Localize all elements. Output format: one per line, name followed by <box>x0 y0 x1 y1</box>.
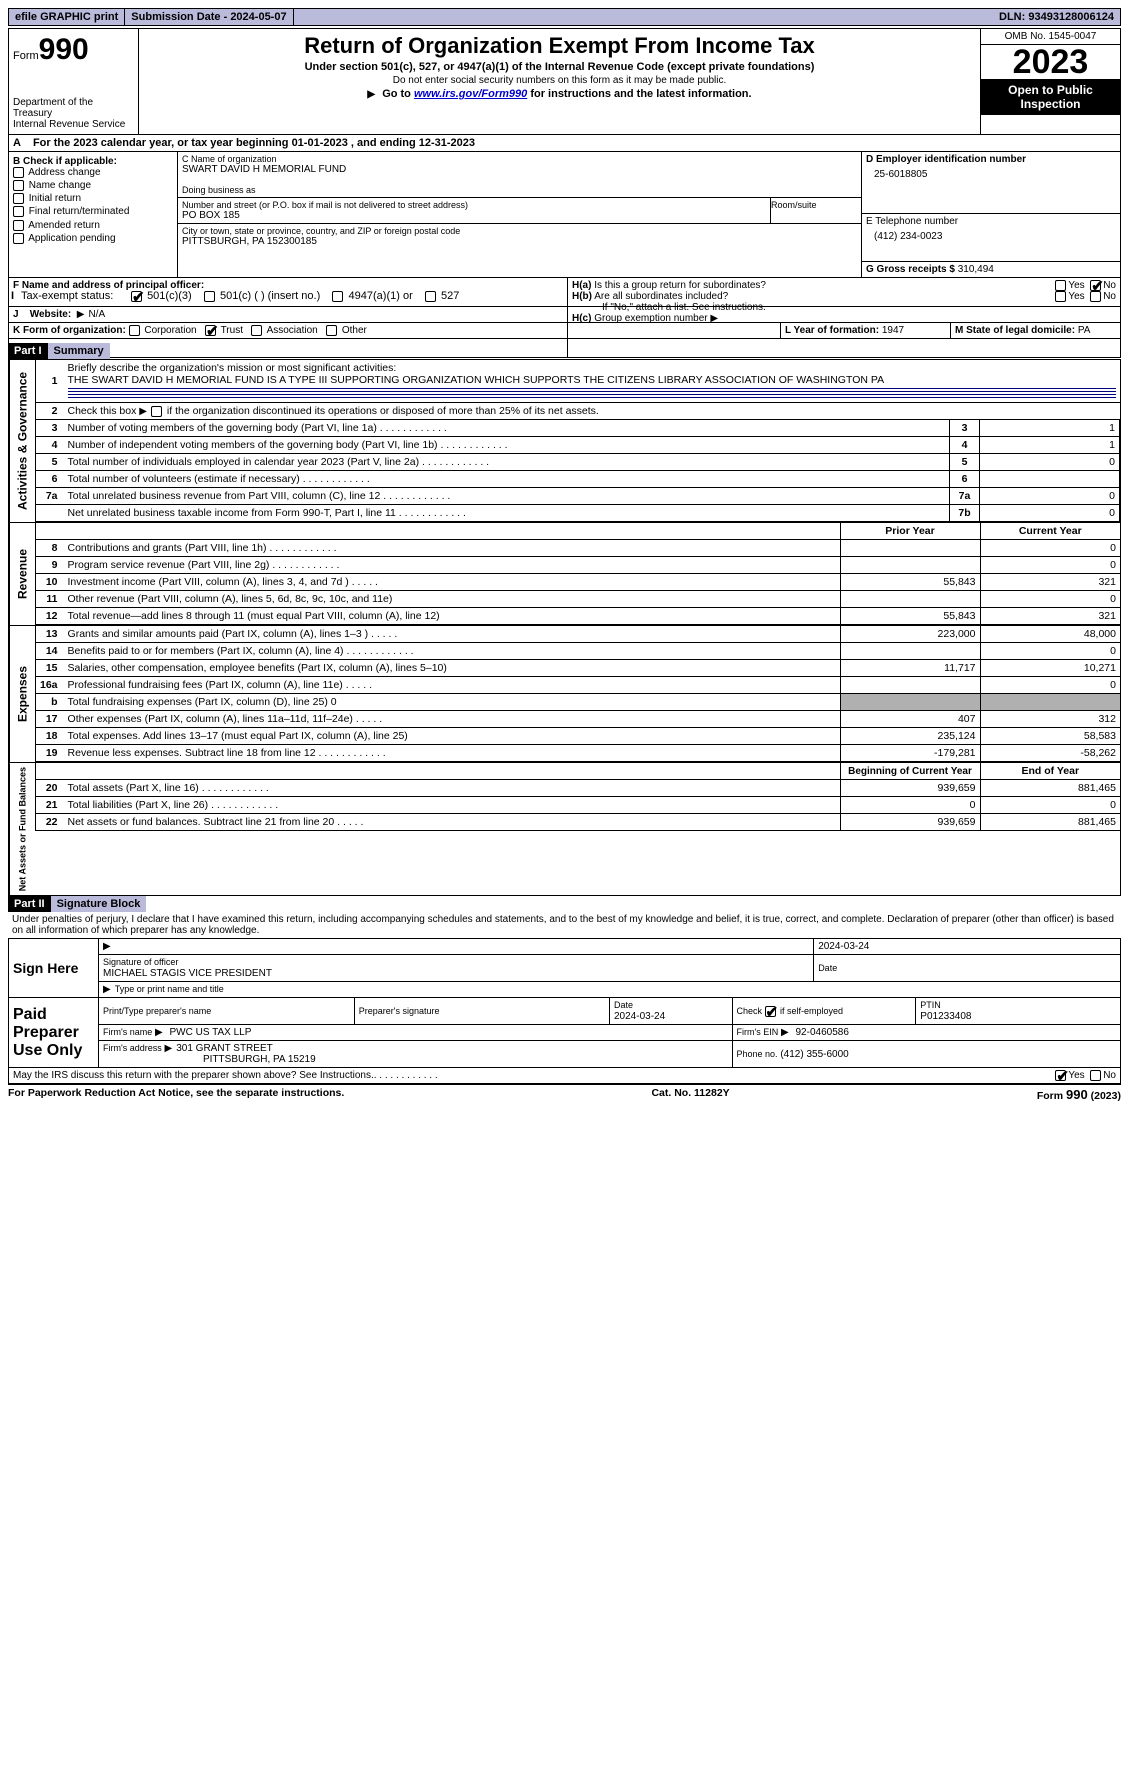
part1-hdr: Part I <box>8 343 48 359</box>
box-c: C Name of organization SWART DAVID H MEM… <box>178 152 861 278</box>
perjury-text: Under penalties of perjury, I declare th… <box>8 912 1121 938</box>
part2-title: Signature Block <box>51 896 147 912</box>
part2-hdr: Part II <box>8 896 51 912</box>
city: PITTSBURGH, PA 152300185 <box>182 236 857 247</box>
org-name-label: C Name of organization <box>182 154 857 164</box>
box-deg: D Employer identification number 25-6018… <box>861 152 1121 278</box>
summary-block: Activities & Governance 1 Briefly descri… <box>8 359 1121 523</box>
irs-label: Internal Revenue Service <box>13 119 134 130</box>
open-to-public: Open to Public Inspection <box>981 79 1120 115</box>
part2-hdr-row: Part IISignature Block <box>8 896 1121 912</box>
irs-link[interactable]: www.irs.gov/Form990 <box>414 88 527 100</box>
footer-left: For Paperwork Reduction Act Notice, see … <box>8 1087 344 1102</box>
tax-exempt-label: Tax-exempt status: <box>19 286 129 306</box>
chk-trust[interactable] <box>205 325 216 336</box>
street: PO BOX 185 <box>182 210 766 221</box>
dba-label: Doing business as <box>182 185 857 195</box>
ssn-warning: Do not enter social security numbers on … <box>143 75 976 86</box>
website-value: N/A <box>88 309 105 320</box>
officer-sig-table: 2024-03-24 Signature of officerMICHAEL S… <box>99 939 1120 997</box>
vtab-rev: Revenue <box>9 523 35 625</box>
form-header: Form990 Department of the Treasury Inter… <box>8 28 1121 135</box>
submission-date: Submission Date - 2024-05-07 <box>125 9 293 25</box>
state-domicile: PA <box>1078 325 1091 336</box>
vtab-net: Net Assets or Fund Balances <box>9 763 35 895</box>
phone: (412) 234-0023 <box>866 227 1116 246</box>
summary-rev: Prior YearCurrent Year 8Contributions an… <box>35 523 1120 625</box>
prep-date: 2024-03-24 <box>614 1011 665 1022</box>
chk-pending[interactable]: Application pending <box>13 233 173 244</box>
footer-right: Form 990 (2023) <box>1037 1087 1121 1102</box>
paid-prep-row: Paid Preparer Use Only Print/Type prepar… <box>8 998 1121 1068</box>
chk-self-employed[interactable] <box>765 1006 776 1017</box>
paid-preparer: Paid Preparer Use Only <box>9 998 99 1067</box>
chk-name[interactable]: Name change <box>13 180 173 191</box>
discuss-row: May the IRS discuss this return with the… <box>8 1068 1121 1084</box>
firm-ein: 92-0460586 <box>796 1027 849 1038</box>
dln: DLN: 93493128006124 <box>993 9 1120 25</box>
summary-gov: 1 Briefly describe the organization's mi… <box>35 360 1120 522</box>
line-a: AFor the 2023 calendar year, or tax year… <box>8 135 1121 152</box>
city-label: City or town, state or province, country… <box>182 226 857 236</box>
form-title: Return of Organization Exempt From Incom… <box>143 33 976 59</box>
sign-here: Sign Here <box>9 939 99 997</box>
box-b-label: B Check if applicable: <box>13 156 173 167</box>
chk-initial[interactable]: Initial return <box>13 193 173 204</box>
preparer-table: Print/Type preparer's name Preparer's si… <box>99 998 1120 1067</box>
vtab-gov: Activities & Governance <box>9 360 35 522</box>
sig-date1: 2024-03-24 <box>818 941 869 952</box>
footer: For Paperwork Reduction Act Notice, see … <box>8 1084 1121 1104</box>
sign-here-row: Sign Here 2024-03-24 Signature of office… <box>8 938 1121 998</box>
chk-address[interactable]: Address change <box>13 167 173 178</box>
mission-text: THE SWART DAVID H MEMORIAL FUND IS A TYP… <box>68 374 885 386</box>
tax-year: 2023 <box>981 45 1120 79</box>
year-formation: 1947 <box>882 325 904 336</box>
gross-receipts: 310,494 <box>958 264 994 275</box>
ptin: P01233408 <box>920 1011 971 1022</box>
firm-addr2: PITTSBURGH, PA 15219 <box>103 1054 316 1065</box>
top-bar: efile GRAPHIC print Submission Date - 20… <box>8 8 1121 26</box>
section-bcdeg: B Check if applicable: Address change Na… <box>8 152 1121 278</box>
ha-no[interactable] <box>1090 280 1101 291</box>
firm-name: PWC US TAX LLP <box>170 1027 252 1038</box>
revenue-block: Revenue Prior YearCurrent Year 8Contribu… <box>8 523 1121 626</box>
street-label: Number and street (or P.O. box if mail i… <box>182 200 766 210</box>
org-name: SWART DAVID H MEMORIAL FUND <box>182 164 857 175</box>
ein: 25-6018805 <box>866 165 1116 184</box>
officer-name: MICHAEL STAGIS VICE PRESIDENT <box>103 968 272 979</box>
footer-mid: Cat. No. 11282Y <box>651 1087 729 1102</box>
goto-line: Go to www.irs.gov/Form990 for instructio… <box>143 88 976 100</box>
vtab-exp: Expenses <box>9 626 35 762</box>
section-i: I Tax-exempt status: 501(c)(3) 501(c) ( … <box>8 286 1121 307</box>
form-label: Form990 <box>13 33 134 67</box>
netassets-block: Net Assets or Fund Balances Beginning of… <box>8 763 1121 896</box>
form-subtitle: Under section 501(c), 527, or 4947(a)(1)… <box>143 61 976 73</box>
firm-phone: (412) 355-6000 <box>780 1049 848 1060</box>
summary-net: Beginning of Current YearEnd of Year 20T… <box>35 763 1120 831</box>
chk-final[interactable]: Final return/terminated <box>13 206 173 217</box>
chk-amended[interactable]: Amended return <box>13 220 173 231</box>
chk-501c3[interactable] <box>131 291 142 302</box>
expenses-block: Expenses 13Grants and similar amounts pa… <box>8 626 1121 763</box>
gross-label: G Gross receipts $ <box>866 264 955 275</box>
part1-title: Summary <box>48 343 110 359</box>
dept-treasury: Department of the Treasury <box>13 97 134 119</box>
box-b: B Check if applicable: Address change Na… <box>8 152 178 278</box>
room-label: Room/suite <box>771 200 857 210</box>
efile-label[interactable]: efile GRAPHIC print <box>9 9 125 25</box>
discuss-yes[interactable] <box>1055 1070 1066 1081</box>
phone-label: E Telephone number <box>866 216 1116 227</box>
section-ij-inline <box>8 278 568 286</box>
ein-label: D Employer identification number <box>866 154 1116 165</box>
firm-addr1: 301 GRANT STREET <box>176 1043 273 1054</box>
summary-exp: 13Grants and similar amounts paid (Part … <box>35 626 1120 762</box>
section-klm: K Form of organization: Corporation Trus… <box>8 323 1121 339</box>
